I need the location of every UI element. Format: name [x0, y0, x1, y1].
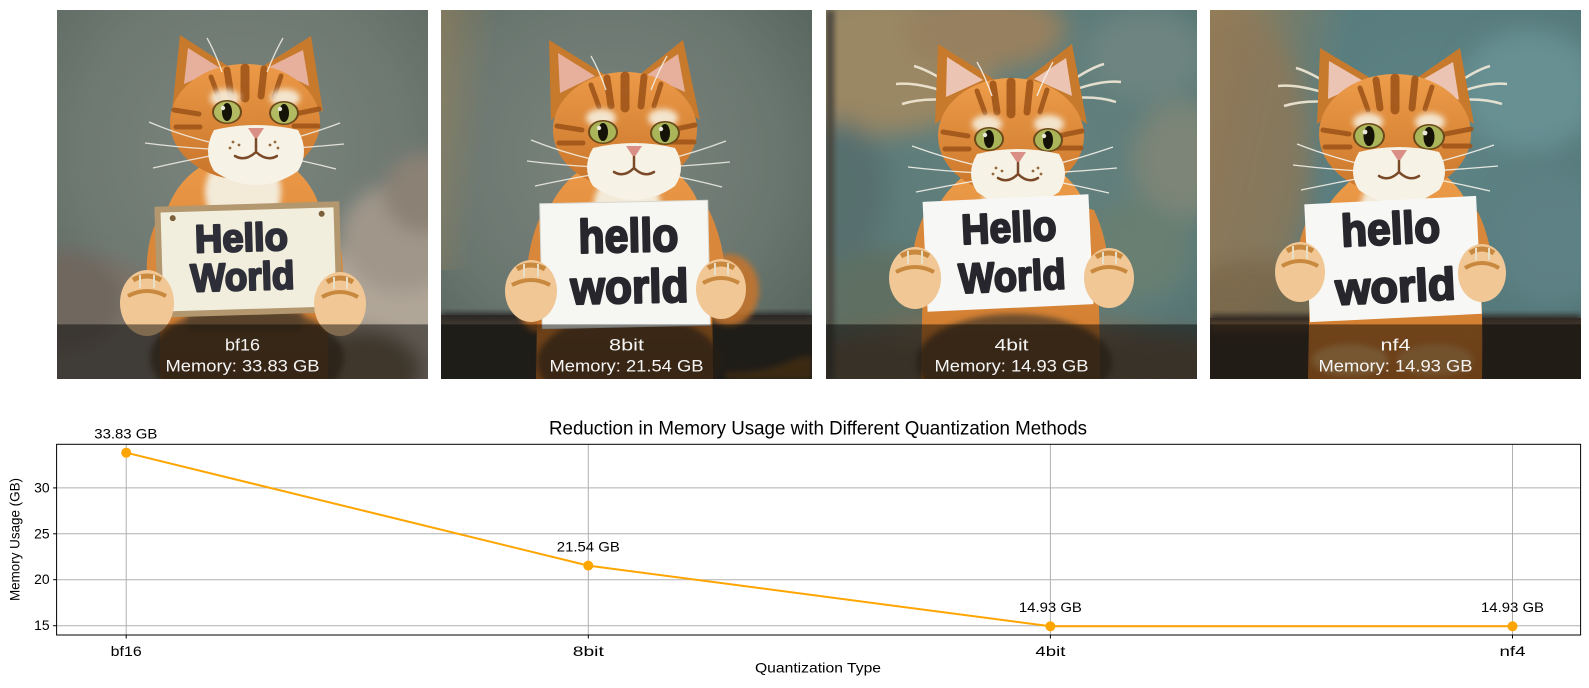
svg-text:nf4: nf4 [1381, 337, 1411, 355]
svg-text:Reduction in Memory Usage with: Reduction in Memory Usage with Different… [549, 419, 1087, 440]
svg-text:4bit: 4bit [1035, 643, 1065, 659]
svg-text:bf16: bf16 [111, 643, 142, 659]
svg-text:Quantization Type: Quantization Type [755, 660, 881, 676]
svg-text:bf16: bf16 [225, 337, 260, 355]
svg-text:Memory Usage (GB): Memory Usage (GB) [7, 478, 23, 601]
svg-text:20: 20 [34, 571, 50, 587]
svg-text:30: 30 [34, 479, 50, 495]
svg-text:33.83 GB: 33.83 GB [94, 425, 157, 441]
svg-text:8bit: 8bit [609, 337, 645, 355]
svg-text:Memory: 14.93 GB: Memory: 14.93 GB [935, 358, 1089, 376]
svg-text:hello: hello [1340, 201, 1441, 257]
svg-text:world: world [569, 259, 689, 314]
svg-text:8bit: 8bit [573, 643, 604, 659]
svg-text:nf4: nf4 [1500, 643, 1526, 659]
svg-text:21.54 GB: 21.54 GB [557, 539, 620, 555]
svg-text:25: 25 [34, 525, 50, 541]
svg-text:Memory: 33.83 GB: Memory: 33.83 GB [166, 358, 320, 376]
svg-text:Hello: Hello [960, 202, 1057, 253]
svg-text:Memory: 21.54 GB: Memory: 21.54 GB [550, 358, 704, 376]
svg-text:14.93 GB: 14.93 GB [1019, 599, 1082, 615]
svg-text:4bit: 4bit [995, 337, 1030, 355]
svg-text:Hello: Hello [194, 216, 288, 262]
svg-text:World: World [958, 250, 1067, 302]
svg-text:World: World [190, 255, 295, 301]
svg-text:world: world [1333, 258, 1456, 315]
svg-text:Memory: 14.93 GB: Memory: 14.93 GB [1319, 358, 1473, 376]
svg-text:15: 15 [34, 617, 50, 633]
svg-text:14.93 GB: 14.93 GB [1481, 599, 1544, 615]
svg-text:hello: hello [578, 208, 679, 263]
